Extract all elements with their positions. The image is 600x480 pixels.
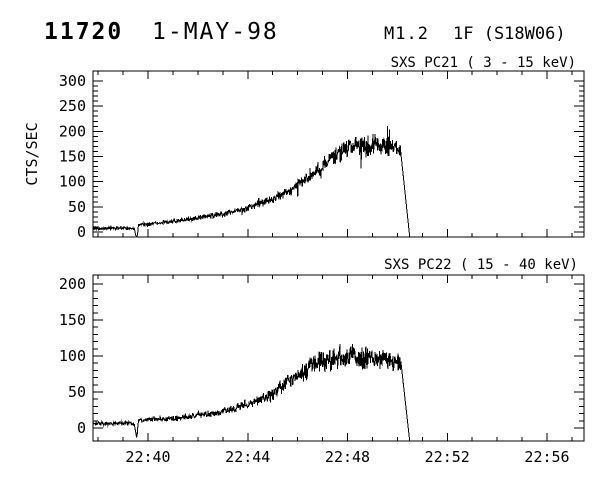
y-tick-label: 0 [77, 419, 86, 437]
x-tick-label: 22:48 [325, 448, 370, 466]
pc22-series-line [92, 343, 411, 442]
flare-importance-location: 1F (S18W06) [453, 24, 566, 44]
y-tick-label: 200 [59, 122, 86, 140]
pc21-panel-title: SXS PC21 ( 3 - 15 keV) [391, 55, 576, 71]
y-tick-label: 50 [68, 198, 86, 216]
pc21-series-line [92, 126, 411, 238]
event-number: 11720 [44, 19, 124, 45]
y-tick-label: 300 [59, 72, 86, 90]
y-tick-label: 0 [77, 223, 86, 241]
pc21-panel: 0 50 100 150 200 250 300 [59, 70, 585, 241]
plot-frame [92, 274, 585, 442]
pc22-panel: 22:40 22:44 22:48 22:52 22:56 0 50 100 150 200 [59, 274, 585, 466]
x-tick-label: 22:40 [125, 448, 170, 466]
pc22-panel-title: SXS PC22 ( 15 - 40 keV) [384, 257, 578, 273]
plot-frame [92, 70, 585, 238]
cts-per-sec-axis-label: CTS/SEC [23, 122, 41, 185]
y-tick-label: 100 [59, 173, 86, 191]
x-tick-label: 22:52 [425, 448, 470, 466]
event-date: 1-MAY-98 [152, 19, 279, 45]
y-tick-label: 100 [59, 347, 86, 365]
y-tick-label: 150 [59, 311, 86, 329]
y-tick-label: 250 [59, 97, 86, 115]
goes-class: M1.2 [384, 24, 429, 44]
y-tick-label: 150 [59, 148, 86, 166]
x-tick-label: 22:56 [524, 448, 569, 466]
y-tick-label: 200 [59, 275, 86, 293]
x-tick-label: 22:44 [225, 448, 270, 466]
y-tick-label: 50 [68, 383, 86, 401]
